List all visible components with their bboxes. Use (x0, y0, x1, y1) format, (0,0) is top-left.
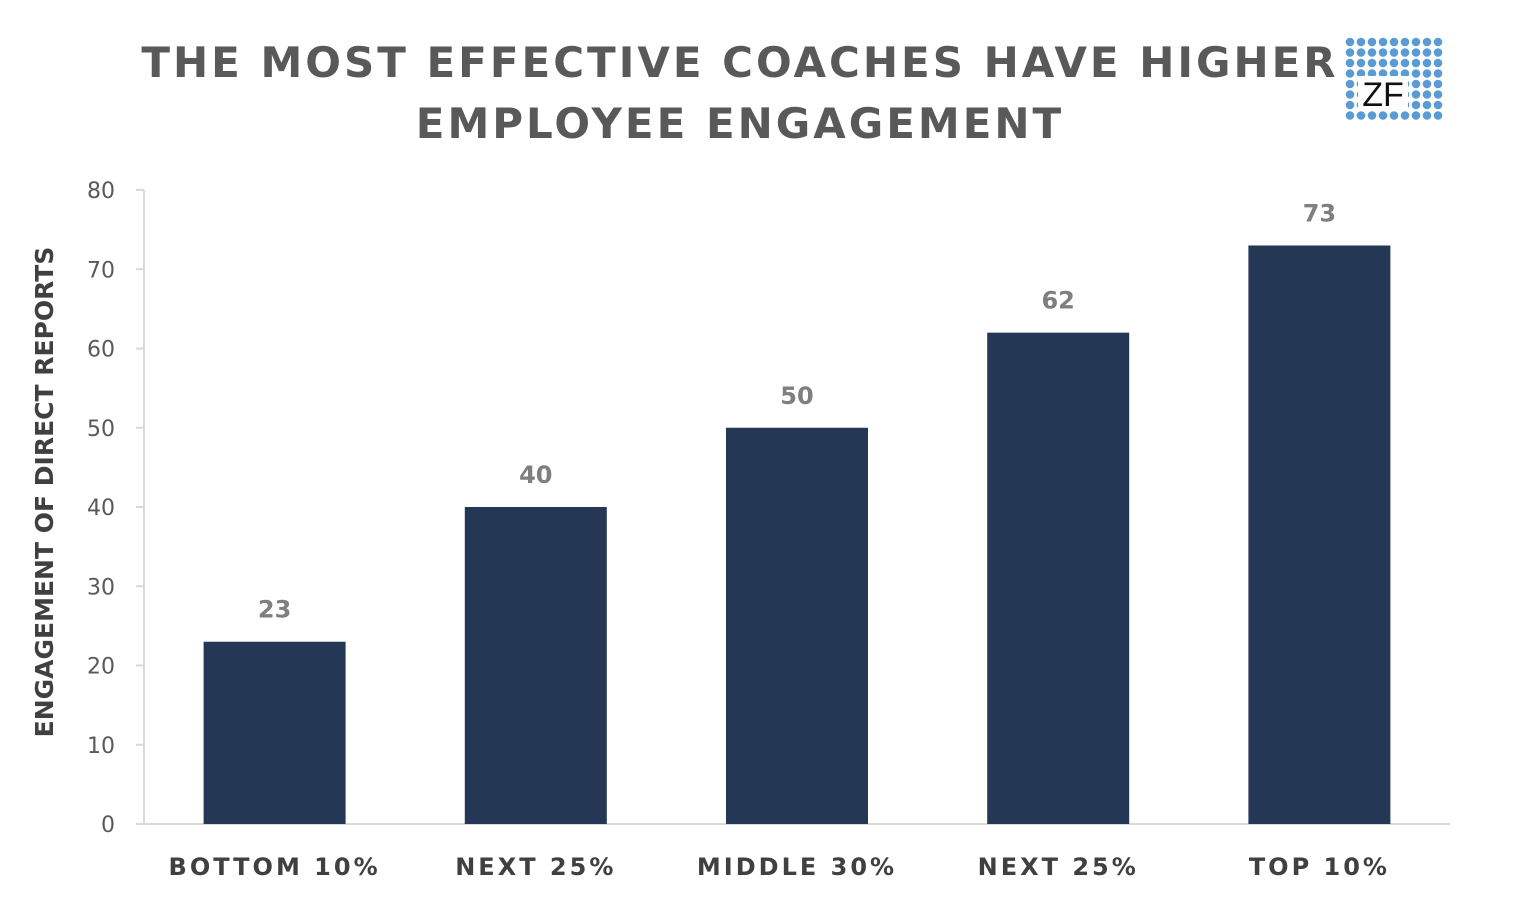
y-tick-label: 50 (87, 417, 115, 442)
bar (203, 641, 346, 824)
y-tick-label: 30 (87, 575, 115, 600)
title-line-2: EMPLOYEE ENGAGEMENT (415, 99, 1065, 148)
logo-dot (1433, 37, 1443, 47)
data-label: 23 (258, 596, 291, 624)
logo-dot (1345, 100, 1355, 110)
logo-dot (1422, 90, 1432, 99)
logo-dot (1378, 111, 1388, 120)
logo-dot (1433, 79, 1443, 89)
logo-dot (1422, 100, 1432, 110)
logo-dot (1400, 48, 1410, 57)
logo-dot (1411, 48, 1421, 57)
logo-dot (1345, 69, 1355, 78)
logo-text: ZF (1362, 76, 1404, 114)
logo-dot (1378, 69, 1388, 78)
logo-dot (1411, 37, 1421, 47)
logo-dot (1400, 111, 1410, 120)
data-label: 73 (1303, 199, 1336, 227)
logo-dot (1389, 69, 1399, 78)
bar (987, 332, 1130, 824)
logo-dot (1378, 37, 1388, 47)
logo-dot (1422, 48, 1432, 57)
logo-dot (1356, 48, 1366, 57)
logo-dot (1367, 111, 1377, 120)
zf-logo: ZF (1345, 37, 1443, 120)
logo-dot (1422, 58, 1432, 68)
logo-dot (1433, 58, 1443, 68)
x-tick-label: TOP 10% (1249, 853, 1390, 881)
logo-dot (1433, 100, 1443, 110)
logo-dot (1367, 48, 1377, 57)
y-tick-label: 0 (101, 813, 115, 838)
y-axis-label: ENGAGEMENT OF DIRECT REPORTS (30, 247, 59, 738)
logo-dot (1400, 69, 1410, 78)
logo-dot (1345, 37, 1355, 47)
logo-dot (1433, 90, 1443, 99)
chart-title: THE MOST EFFECTIVE COACHES HAVE HIGHER E… (0, 32, 1480, 154)
logo-dot (1345, 90, 1355, 99)
bar (726, 427, 868, 824)
x-tick-label: NEXT 25% (455, 853, 616, 881)
logo-dot (1411, 58, 1421, 68)
y-tick-label: 60 (87, 338, 115, 363)
data-label: 50 (780, 382, 813, 410)
logo-dot (1345, 58, 1355, 68)
logo-dot (1378, 58, 1388, 68)
x-tick-label: BOTTOM 10% (169, 853, 381, 881)
y-tick-label: 80 (87, 179, 115, 204)
logo-dot (1345, 79, 1355, 89)
x-tick-label: MIDDLE 30% (697, 853, 897, 881)
logo-dot (1389, 58, 1399, 68)
data-label: 62 (1041, 287, 1074, 315)
y-tick-label: 10 (87, 734, 115, 759)
logo-dot (1433, 111, 1443, 120)
logo-dot (1367, 37, 1377, 47)
logo-dot (1345, 48, 1355, 57)
logo-dot (1389, 37, 1399, 47)
logo-dot (1411, 100, 1421, 110)
y-tick-label: 20 (87, 655, 115, 680)
bar (1248, 245, 1391, 825)
logo-dot (1400, 37, 1410, 47)
bar (464, 507, 607, 824)
logo-dot (1389, 48, 1399, 57)
logo-dot (1356, 111, 1366, 120)
logo-dot (1367, 58, 1377, 68)
logo-dot (1356, 69, 1366, 78)
y-tick-label: 70 (87, 258, 115, 283)
logo-dot (1422, 79, 1432, 89)
logo-dot (1411, 79, 1421, 89)
logo-dot (1411, 111, 1421, 120)
logo-dot (1356, 37, 1366, 47)
logo-dot (1389, 111, 1399, 120)
title-line-1: THE MOST EFFECTIVE COACHES HAVE HIGHER (141, 38, 1339, 87)
logo-dot (1400, 58, 1410, 68)
logo-dot (1422, 111, 1432, 120)
x-tick-label: NEXT 25% (978, 853, 1139, 881)
y-tick-label: 40 (87, 496, 115, 521)
logo-dot (1433, 48, 1443, 57)
logo-dot (1433, 69, 1443, 78)
logo-dot (1367, 69, 1377, 78)
logo-dot (1422, 69, 1432, 78)
data-label: 40 (519, 461, 552, 489)
logo-dot (1378, 48, 1388, 57)
logo-dot (1422, 37, 1432, 47)
logo-dot (1345, 111, 1355, 120)
logo-dot (1356, 58, 1366, 68)
logo-dot (1411, 69, 1421, 78)
logo-dot (1411, 90, 1421, 99)
logo-backdrop (1358, 76, 1408, 110)
